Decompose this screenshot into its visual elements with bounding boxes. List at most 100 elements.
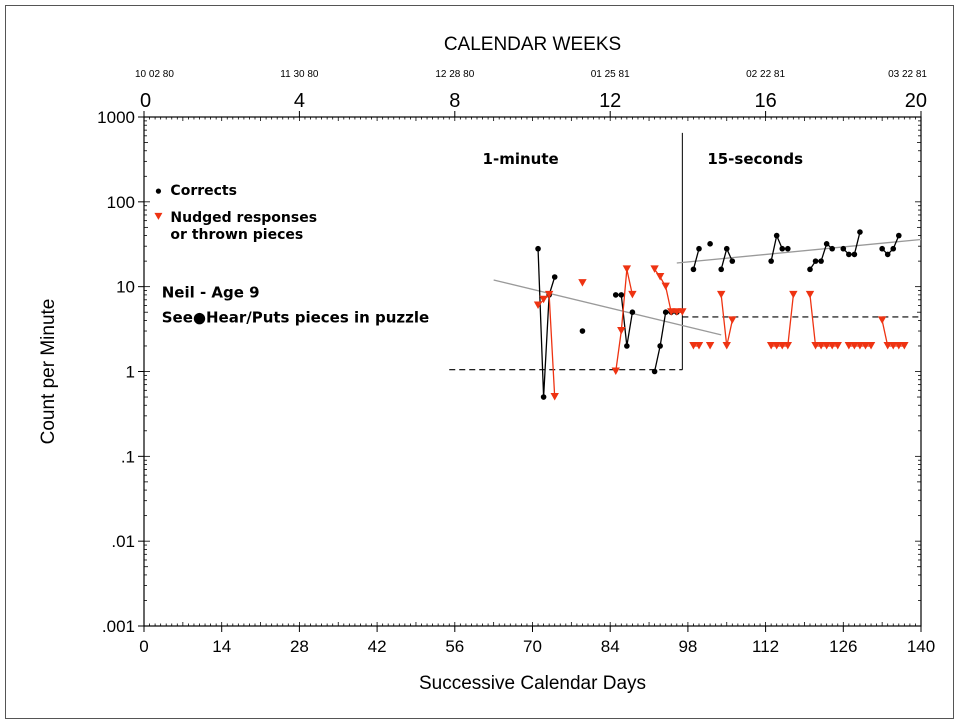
celeration-line [493, 279, 722, 336]
corrects-point [579, 328, 586, 334]
errors-line [771, 294, 794, 347]
errors-point [611, 367, 620, 375]
x-tick-label: 56 [445, 637, 464, 656]
errors-point [667, 308, 676, 316]
corrects-point [551, 274, 558, 280]
errors-point [717, 290, 726, 299]
errors-point [855, 341, 865, 350]
corrects-point [785, 245, 791, 252]
y-tick-label: 1 [126, 363, 135, 382]
errors-point [889, 341, 898, 350]
errors-point [783, 341, 792, 350]
corrects-point [818, 258, 824, 264]
corrects-point [829, 245, 835, 252]
corrects-point [618, 292, 625, 298]
errors-point [811, 341, 820, 350]
errors-point [789, 290, 798, 299]
errors-point [544, 290, 554, 299]
errors-line [615, 269, 634, 372]
corrects-point [896, 232, 902, 239]
x-tick-label: 140 [907, 637, 935, 656]
legend-marker-errors [154, 212, 163, 220]
annotation-task: See●Hear/Puts pieces in puzzle [162, 308, 429, 326]
errors-point [778, 341, 787, 350]
errors-point [866, 341, 876, 350]
corrects-point [851, 251, 858, 258]
corrects-line [842, 231, 861, 256]
errors-point [833, 341, 842, 350]
y-tick-label: .001 [102, 617, 135, 636]
legend-label-errors-line-2: or thrown pieces [170, 227, 303, 243]
celeration-line [676, 238, 922, 264]
errors-point [578, 279, 587, 287]
y-axis-title: Count per Minute [38, 299, 59, 445]
week-tick-label: 8 [449, 90, 460, 112]
corrects-point [779, 245, 786, 252]
errors-point [900, 341, 909, 350]
corrects-point [723, 245, 730, 252]
y-tick-label: .01 [111, 532, 135, 551]
x-axis-title: Successive Calendar Days [419, 673, 646, 694]
week-date-label: 03 22 81 [888, 69, 927, 80]
x-tick-label: 42 [368, 637, 387, 656]
corrects-point [890, 245, 897, 252]
week-date-label: 02 22 81 [746, 69, 785, 80]
corrects-line [809, 242, 833, 270]
annotation-student: Neil - Age 9 [162, 283, 260, 301]
errors-point [650, 265, 659, 273]
corrects-point [884, 251, 891, 258]
corrects-point [857, 229, 863, 235]
errors-point [828, 341, 837, 350]
errors-point [822, 341, 831, 350]
errors-line [809, 294, 838, 347]
corrects-point [624, 343, 630, 349]
errors-point [766, 341, 776, 350]
phase-label-15-seconds: 15-seconds [707, 150, 803, 168]
corrects-point [690, 266, 697, 273]
y-tick-label: 1000 [97, 108, 135, 127]
x-tick-label: 0 [139, 637, 148, 656]
corrects-point [812, 258, 819, 264]
week-tick-label: 4 [294, 90, 305, 112]
corrects-point [657, 343, 663, 349]
corrects-point [651, 368, 658, 375]
corrects-point [540, 394, 547, 400]
errors-point [772, 341, 781, 350]
y-tick-label: 100 [107, 193, 135, 212]
x-tick-label: 112 [752, 637, 779, 656]
errors-point [694, 341, 704, 350]
week-tick-label: 16 [754, 90, 776, 112]
phase-label-1-minute: 1-minute [483, 150, 559, 168]
corrects-line [537, 248, 556, 398]
x-tick-label: 126 [829, 637, 857, 656]
week-tick-label: 0 [140, 90, 151, 112]
errors-point [672, 308, 681, 316]
corrects-point [729, 258, 736, 264]
errors-point [722, 341, 731, 350]
week-tick-label: 20 [905, 90, 927, 112]
week-date-label: 12 28 80 [435, 69, 474, 80]
week-date-label: 10 02 80 [135, 69, 174, 80]
errors-point [550, 393, 559, 401]
legend-label-errors: Nudged responses or thrown pieces [170, 210, 317, 243]
errors-point [617, 327, 626, 335]
corrects-point [773, 232, 780, 239]
errors-point [877, 316, 887, 324]
week-date-label: 01 25 81 [591, 69, 630, 80]
corrects-point [846, 251, 852, 258]
corrects-point [535, 245, 541, 252]
corrects-point [840, 245, 847, 252]
errors-point [894, 341, 903, 350]
x-tick-label: 84 [601, 637, 620, 656]
errors-point [805, 290, 815, 299]
errors-point [622, 265, 632, 273]
errors-point [628, 290, 637, 299]
week-tick-label: 12 [599, 90, 621, 112]
errors-point [850, 341, 859, 350]
errors-point [655, 273, 665, 281]
errors-point [533, 301, 543, 309]
legend-label-errors-line-1: Nudged responses [170, 210, 317, 226]
corrects-point [823, 241, 830, 247]
errors-point [883, 341, 892, 350]
top-axis-title: CALENDAR WEEKS [444, 34, 621, 55]
